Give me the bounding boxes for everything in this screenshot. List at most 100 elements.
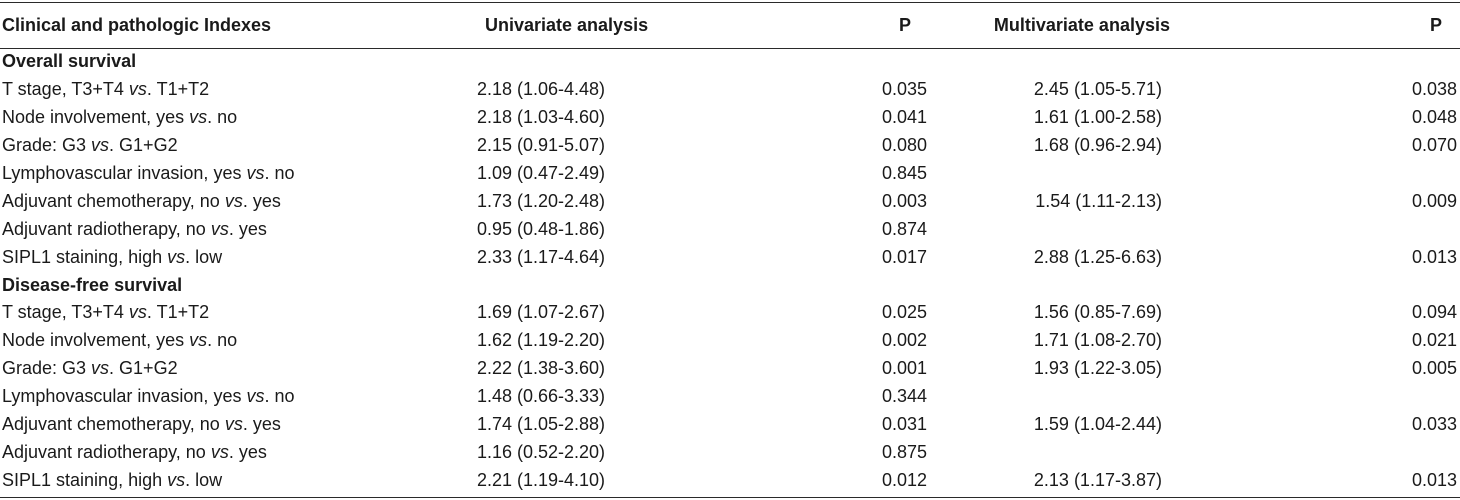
- row-label-vs: vs: [224, 190, 243, 211]
- univariate-cell-value: 1.16 (0.52-2.20): [476, 441, 606, 462]
- p-multivariate-cell-value: 0.033: [1411, 414, 1457, 435]
- row-label-comparator: . G1+G2: [109, 135, 178, 156]
- top-rule: [0, 2, 1460, 3]
- univariate-cell: 2.15 (0.91-5.07): [477, 132, 665, 160]
- row-label: T stage, T3+T4 vs. T1+T2: [0, 299, 485, 327]
- table-row: Node involvement, yes vs. no 1.62 (1.19-2…: [0, 327, 1460, 355]
- p-univariate-cell: 0.031: [665, 411, 927, 439]
- header-p-univariate: P: [898, 15, 911, 35]
- p-univariate-cell: 0.001: [665, 355, 927, 383]
- multivariate-cell-value: 2.88 (1.25-6.63): [1033, 246, 1162, 267]
- row-label: T stage, T3+T4 vs. T1+T2: [0, 76, 485, 104]
- p-multivariate-cell: [1220, 438, 1460, 466]
- row-label-text: SIPL1 staining, high: [2, 246, 168, 267]
- p-univariate-cell: 0.080: [665, 132, 927, 160]
- row-label-comparator: . yes: [228, 218, 267, 239]
- multivariate-cell: [927, 383, 1220, 411]
- p-multivariate-cell-value: 0.094: [1411, 302, 1457, 323]
- multivariate-cell-value: 1.56 (0.85-7.69): [1033, 302, 1162, 323]
- row-label: Grade: G3 vs. G1+G2: [0, 132, 485, 160]
- table-row: Adjuvant chemotherapy, no vs. yes 1.73 (1…: [0, 187, 1460, 215]
- section-header-row: Overall survival: [0, 48, 1460, 76]
- table-row: Adjuvant chemotherapy, no vs. yes 1.74 (1…: [0, 411, 1460, 439]
- multivariate-cell-value: 1.59 (1.04-2.44): [1033, 414, 1162, 435]
- row-label: SIPL1 staining, high vs. low: [0, 466, 485, 494]
- row-label-comparator: . yes: [242, 190, 281, 211]
- regression-table: Clinical and pathologic Indexes Univaria…: [0, 3, 1460, 494]
- univariate-cell: 0.95 (0.48-1.86): [477, 215, 665, 243]
- p-multivariate-cell: 0.013: [1220, 466, 1460, 494]
- p-univariate-cell-value: 0.875: [881, 441, 927, 462]
- p-multivariate-cell: [1220, 215, 1460, 243]
- multivariate-cell-value: 2.13 (1.17-3.87): [1033, 469, 1162, 490]
- p-multivariate-cell: [1220, 160, 1460, 188]
- multivariate-cell: 1.71 (1.08-2.70): [927, 327, 1220, 355]
- row-label: Adjuvant radiotherapy, no vs. yes: [0, 438, 485, 466]
- row-label-vs: vs: [128, 302, 147, 323]
- row-label-vs: vs: [167, 246, 186, 267]
- univariate-cell-value: 1.62 (1.19-2.20): [476, 330, 606, 351]
- multivariate-cell-value: 1.61 (1.00-2.58): [1033, 107, 1162, 128]
- p-multivariate-cell: [1220, 383, 1460, 411]
- row-label-text: Lymphovascular invasion, yes: [2, 163, 247, 183]
- univariate-cell-value: 1.48 (0.66-3.33): [476, 386, 606, 407]
- row-label-text: SIPL1 staining, high: [2, 469, 168, 490]
- multivariate-cell: 2.13 (1.17-3.87): [927, 466, 1220, 494]
- table-row: T stage, T3+T4 vs. T1+T2 1.69 (1.07-2.67)…: [0, 299, 1460, 327]
- p-univariate-cell: 0.845: [665, 160, 927, 188]
- p-multivariate-cell: 0.070: [1220, 132, 1460, 160]
- p-univariate-cell: 0.874: [665, 215, 927, 243]
- row-label-text: Lymphovascular invasion, yes: [2, 386, 247, 407]
- header-multivariate: Multivariate analysis: [993, 15, 1170, 35]
- p-multivariate-cell-value: 0.005: [1411, 358, 1457, 379]
- p-univariate-cell-value: 0.344: [881, 386, 927, 407]
- multivariate-cell: 1.61 (1.00-2.58): [927, 104, 1220, 132]
- row-label-comparator: . no: [207, 107, 238, 128]
- row-label-vs: vs: [210, 218, 229, 239]
- multivariate-cell: 2.45 (1.05-5.71): [927, 76, 1220, 104]
- header-p-multivariate: P: [1429, 15, 1442, 35]
- univariate-cell: 2.22 (1.38-3.60): [477, 355, 665, 383]
- multivariate-cell-value: 1.68 (0.96-2.94): [1033, 135, 1162, 156]
- header-index: Clinical and pathologic Indexes: [2, 15, 272, 35]
- row-label-comparator: . yes: [242, 414, 281, 435]
- multivariate-cell-value: 1.93 (1.22-3.05): [1033, 358, 1162, 379]
- p-univariate-cell-value: 0.003: [881, 190, 927, 211]
- p-univariate-cell-value: 0.845: [881, 163, 927, 183]
- p-univariate-cell-value: 0.080: [881, 135, 927, 156]
- row-label-vs: vs: [210, 441, 229, 462]
- p-univariate-cell-value: 0.031: [881, 414, 927, 435]
- row-label-text: T stage, T3+T4: [2, 302, 129, 323]
- univariate-cell-value: 2.15 (0.91-5.07): [476, 135, 606, 156]
- header-univariate: Univariate analysis: [485, 15, 649, 35]
- multivariate-cell: 1.93 (1.22-3.05): [927, 355, 1220, 383]
- table-row: Adjuvant radiotherapy, no vs. yes 1.16 (0…: [0, 438, 1460, 466]
- p-multivariate-cell-value: 0.009: [1411, 190, 1457, 211]
- row-label-vs: vs: [189, 107, 208, 128]
- p-multivariate-cell: 0.094: [1220, 299, 1460, 327]
- table-body: Overall survival T stage, T3+T4 vs. T1+T2…: [0, 48, 1460, 494]
- row-label-text: Adjuvant chemotherapy, no: [2, 190, 225, 211]
- section-header-row: Disease-free survival: [0, 271, 1460, 299]
- univariate-cell-value: 1.69 (1.07-2.67): [476, 302, 606, 323]
- table-row: Grade: G3 vs. G1+G2 2.15 (0.91-5.07) 0.080…: [0, 132, 1460, 160]
- row-label: Lymphovascular invasion, yes vs. no: [0, 160, 485, 188]
- table-row: Lymphovascular invasion, yes vs. no 1.09 …: [0, 160, 1460, 188]
- table-row: Adjuvant radiotherapy, no vs. yes 0.95 (0…: [0, 215, 1460, 243]
- univariate-cell-value: 1.73 (1.20-2.48): [476, 190, 606, 211]
- multivariate-cell: 2.88 (1.25-6.63): [927, 243, 1220, 271]
- row-label-text: Grade: G3: [2, 135, 92, 156]
- row-label-vs: vs: [128, 79, 147, 100]
- row-label-comparator: . no: [207, 330, 238, 351]
- row-label-text: Adjuvant radiotherapy, no: [2, 441, 211, 462]
- row-label-text: Grade: G3: [2, 358, 92, 379]
- univariate-cell: 2.18 (1.03-4.60): [477, 104, 665, 132]
- multivariate-cell: [927, 438, 1220, 466]
- p-multivariate-cell-value: 0.038: [1411, 79, 1457, 100]
- p-multivariate-cell-value: 0.070: [1411, 135, 1457, 156]
- row-label: Grade: G3 vs. G1+G2: [0, 355, 485, 383]
- row-label-vs: vs: [224, 414, 243, 435]
- row-label: SIPL1 staining, high vs. low: [0, 243, 485, 271]
- p-multivariate-cell: 0.005: [1220, 355, 1460, 383]
- univariate-cell: 2.21 (1.19-4.10): [477, 466, 665, 494]
